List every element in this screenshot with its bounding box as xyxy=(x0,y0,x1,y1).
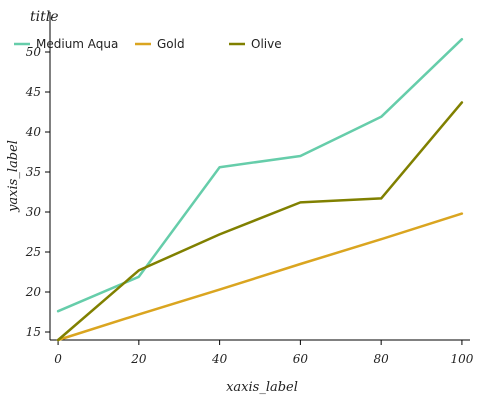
x-tick-label: 60 xyxy=(293,352,309,366)
y-axis-ticks: 15 20 25 30 35 40 45 50 xyxy=(25,45,50,339)
x-tick-label: 20 xyxy=(130,352,147,366)
x-tick-label: 40 xyxy=(211,352,228,366)
legend-label: Medium Aqua xyxy=(36,37,118,51)
y-tick-label: 15 xyxy=(26,325,41,339)
y-tick-label: 35 xyxy=(26,165,41,179)
y-tick-label: 30 xyxy=(26,205,42,219)
y-tick-label: 40 xyxy=(25,125,42,139)
legend: Medium Aqua Gold Olive xyxy=(14,37,282,51)
y-tick-label: 50 xyxy=(26,45,42,59)
x-tick-label: 80 xyxy=(374,352,390,366)
y-tick-label: 45 xyxy=(25,85,41,99)
legend-label: Gold xyxy=(157,37,185,51)
y-tick-label: 20 xyxy=(25,285,42,299)
y-tick-label: 25 xyxy=(25,245,41,259)
x-axis-ticks: 0 20 40 60 80 100 xyxy=(54,340,474,366)
x-tick-label: 0 xyxy=(54,352,62,366)
series-line-olive xyxy=(56,101,464,342)
series-line-gold xyxy=(56,212,464,342)
y-axis-label: yaxis_label xyxy=(6,140,21,213)
chart-title: title xyxy=(30,9,59,25)
series-lines xyxy=(56,37,464,342)
x-tick-label: 100 xyxy=(450,352,473,366)
legend-label: Olive xyxy=(251,37,282,51)
x-axis-label: xaxis_label xyxy=(226,380,298,395)
